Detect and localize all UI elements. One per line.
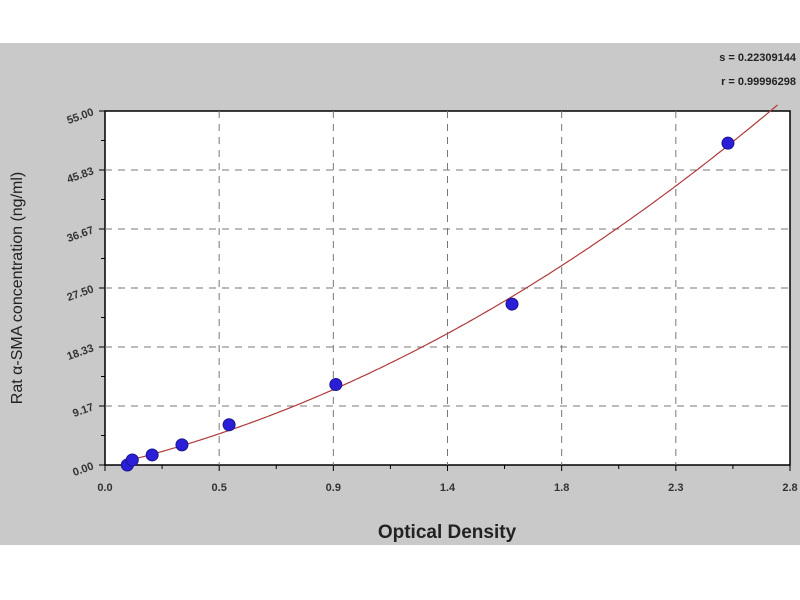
y-tick-label: 0.00: [71, 460, 95, 479]
x-tick-label: 0.9: [326, 482, 341, 494]
x-tick-label: 2.8: [782, 482, 797, 494]
data-point: [145, 448, 159, 462]
x-tick-label: 2.3: [668, 482, 683, 494]
x-axis-label: Optical Density: [378, 522, 517, 543]
y-tick-label: 9.17: [71, 401, 95, 420]
x-tick-label: 0.0: [97, 482, 112, 494]
data-point: [125, 453, 139, 467]
x-tick-label: 1.8: [554, 482, 569, 494]
y-axis-label: Rat α-SMA concentration (ng/ml): [9, 172, 26, 404]
data-point: [721, 136, 735, 150]
y-tick-label: 27.50: [65, 283, 95, 304]
x-tick-label: 1.4: [440, 482, 456, 494]
data-point: [505, 297, 519, 311]
y-tick-label: 55.00: [65, 106, 95, 127]
y-tick-label: 45.83: [65, 165, 95, 186]
x-tick-label: 0.5: [212, 482, 227, 494]
y-tick-label: 36.67: [65, 224, 95, 245]
data-point: [222, 418, 236, 432]
data-point: [329, 378, 343, 392]
annotation-s: s = 0.22309144: [719, 52, 796, 64]
fit-curve: [127, 104, 778, 462]
data-point: [175, 438, 189, 452]
annotation-r: r = 0.99996298: [721, 76, 796, 88]
y-tick-label: 18.33: [65, 342, 95, 363]
